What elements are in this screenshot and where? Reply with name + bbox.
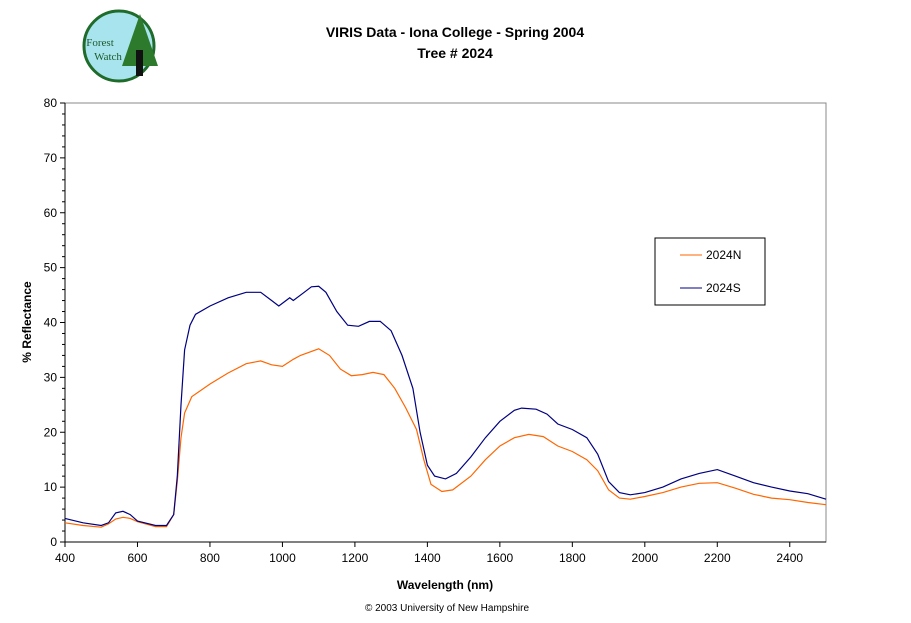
y-tick-label: 10 bbox=[44, 480, 58, 494]
legend-label-2024N: 2024N bbox=[706, 248, 741, 262]
y-tick-label: 20 bbox=[44, 425, 58, 439]
footer-copyright: © 2003 University of New Hampshire bbox=[365, 603, 530, 614]
x-tick-label: 2000 bbox=[631, 551, 658, 565]
x-tick-label: 1800 bbox=[559, 551, 586, 565]
chart-title: VIRIS Data - Iona College - Spring 2004 bbox=[326, 24, 584, 40]
x-tick-label: 1000 bbox=[269, 551, 296, 565]
x-tick-label: 2200 bbox=[704, 551, 731, 565]
y-tick-label: 0 bbox=[50, 535, 57, 549]
x-tick-label: 800 bbox=[200, 551, 220, 565]
legend: 2024N 2024S bbox=[654, 237, 766, 306]
x-tick-label: 2400 bbox=[776, 551, 803, 565]
logo: Forest Watch bbox=[82, 9, 158, 83]
x-tick-label: 600 bbox=[127, 551, 147, 565]
y-tick-label: 40 bbox=[44, 316, 58, 330]
x-tick-label: 400 bbox=[55, 551, 75, 565]
y-tick-label: 80 bbox=[44, 96, 58, 110]
x-tick-label: 1600 bbox=[487, 551, 514, 565]
y-tick-label: 30 bbox=[44, 370, 58, 384]
chart-subtitle: Tree # 2024 bbox=[417, 45, 493, 61]
y-tick-label: 50 bbox=[44, 261, 58, 275]
series-line-2024S bbox=[64, 285, 827, 527]
y-tick-label: 70 bbox=[44, 151, 58, 165]
x-axis-label: Wavelength (nm) bbox=[397, 578, 493, 592]
tree-icon bbox=[122, 14, 158, 66]
x-tick-label: 1200 bbox=[342, 551, 369, 565]
svg-text:Watch: Watch bbox=[94, 51, 122, 63]
svg-text:Forest: Forest bbox=[86, 37, 114, 49]
y-tick-label: 60 bbox=[44, 206, 58, 220]
x-tick-label: 1400 bbox=[414, 551, 441, 565]
legend-label-2024S: 2024S bbox=[706, 281, 741, 295]
plot-area bbox=[64, 102, 827, 543]
y-axis-label: % Reflectance bbox=[20, 281, 34, 363]
